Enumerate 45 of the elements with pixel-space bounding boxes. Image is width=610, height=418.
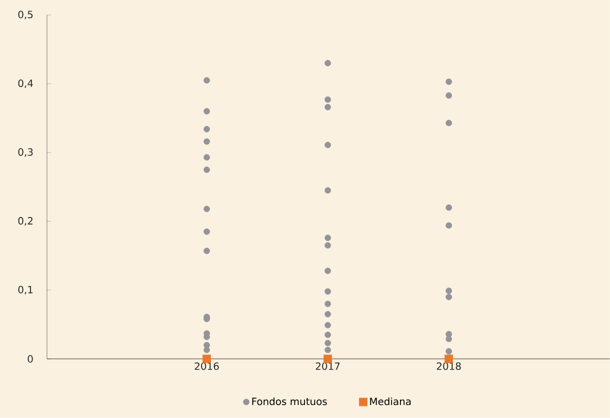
point [204, 346, 210, 354]
point [204, 138, 210, 145]
point [204, 154, 210, 161]
point [204, 206, 210, 212]
point [204, 228, 210, 235]
point [446, 92, 452, 99]
point [446, 78, 452, 85]
point [324, 332, 331, 338]
y-tick-label: 0,3 [18, 148, 33, 157]
point [324, 288, 331, 295]
point [324, 340, 331, 346]
point [324, 142, 331, 148]
point [324, 322, 331, 328]
point [324, 104, 331, 110]
point [446, 288, 452, 294]
point [204, 166, 210, 173]
point [204, 108, 210, 115]
point [446, 120, 452, 126]
y-tick-label: 0,2 [18, 217, 32, 226]
point [446, 294, 452, 300]
point [446, 222, 452, 229]
y-tick-label: 0,4 [18, 80, 33, 88]
y-tick-label: 0,5 [18, 10, 33, 20]
point [446, 348, 452, 355]
point [446, 336, 452, 342]
point [324, 187, 331, 194]
point [324, 268, 331, 274]
y-tick-label: 0,1 [18, 286, 33, 294]
legend-label: Fondos mutuos [252, 398, 327, 406]
y-tick-label: 0 [28, 355, 33, 363]
legend-label: Mediana [370, 398, 411, 406]
x-tick-label: 2017 [316, 362, 340, 370]
point [324, 300, 331, 308]
point [324, 311, 331, 318]
point [204, 77, 210, 84]
point [324, 346, 331, 354]
point [446, 204, 452, 211]
point [324, 60, 331, 66]
point [324, 234, 331, 242]
point [324, 242, 331, 249]
point [324, 96, 331, 103]
point [204, 126, 210, 132]
x-tick-label: 2016 [194, 362, 219, 370]
x-tick-label: 2018 [436, 362, 461, 370]
point [204, 248, 210, 254]
